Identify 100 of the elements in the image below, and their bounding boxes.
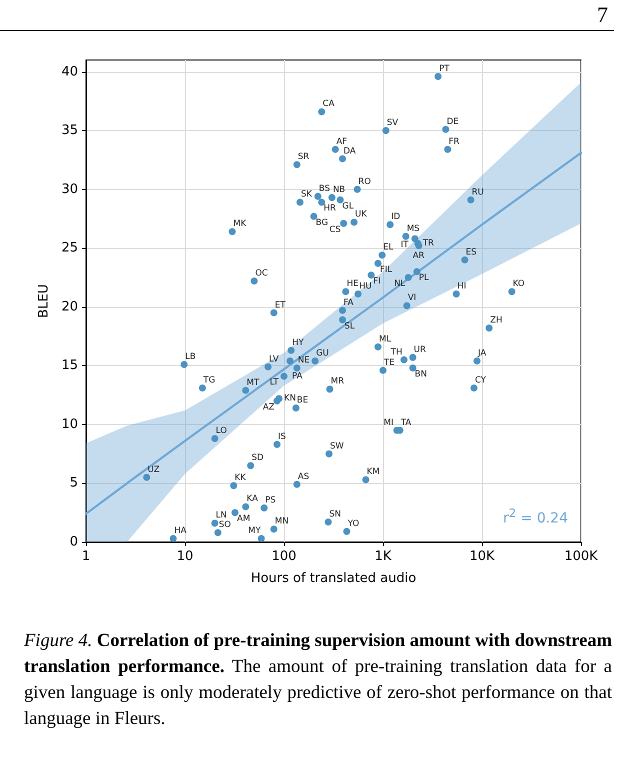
annotation: HI <box>457 281 466 292</box>
annotation: LN <box>216 510 227 521</box>
annotation: PS <box>265 495 276 506</box>
annotation: CY <box>474 375 487 386</box>
x-axis-title: Hours of translated audio <box>250 571 416 586</box>
annotation: PL <box>418 273 430 284</box>
annotation: FR <box>448 136 460 147</box>
annotation: MT <box>246 378 260 388</box>
annotation: TR <box>422 238 434 248</box>
annotation: MI <box>384 418 394 428</box>
annotation: AZ <box>262 402 275 412</box>
annotation: TG <box>202 375 216 386</box>
annotation: IT <box>400 240 410 250</box>
x-tick-label: 100K <box>564 549 598 564</box>
annotation: NL <box>394 278 406 289</box>
annotation: r$^{2}$ = 0.24 <box>503 506 568 527</box>
y-axis-title: BLEU <box>36 284 52 318</box>
annotation: TH <box>390 347 402 358</box>
annotation: SR <box>298 152 310 162</box>
annotation: RO <box>358 176 372 187</box>
annotation: SW <box>330 441 344 452</box>
y-tick-label: 5 <box>70 476 78 491</box>
annotation: MY <box>248 526 262 536</box>
annotation: SL <box>344 321 355 332</box>
annotation: ML <box>378 334 392 344</box>
x-tick-label: 1K <box>374 549 392 564</box>
annotation: FIL <box>380 264 392 275</box>
annotation: JA <box>476 348 486 358</box>
annotation: CA <box>322 99 335 110</box>
y-tick-label: 25 <box>61 240 78 256</box>
annotation: HY <box>292 338 305 348</box>
annotation: HU <box>359 281 372 292</box>
annotation: DA <box>344 146 356 156</box>
y-tick-label: 20 <box>61 299 78 314</box>
annotation: AS <box>298 472 310 482</box>
annotation: LO <box>216 426 228 436</box>
annotation: GU <box>316 348 329 358</box>
annotation: BN <box>414 370 428 380</box>
y-tick-label: 40 <box>61 64 78 80</box>
annotation: NE <box>298 356 310 366</box>
annotation: BS <box>318 184 330 194</box>
annotation: BG <box>316 218 328 228</box>
annotation: HR <box>324 204 336 214</box>
annotation: TE <box>383 358 395 368</box>
annotation: MN <box>274 516 289 527</box>
annotation: ID <box>391 212 401 222</box>
annotation: ET <box>274 300 286 310</box>
annotation: KA <box>246 494 258 504</box>
annotation: TA <box>400 418 412 428</box>
annotation: UR <box>414 344 426 355</box>
annotation: MS <box>406 224 420 234</box>
annotation: RU <box>472 187 484 198</box>
x-tick-label: 1 <box>82 549 90 564</box>
annotation: FI <box>373 276 381 287</box>
caption: Figure 4. Correlation of pre-training supervision amount with downstream translation performance. The amount of pre-training translation data for a given language is only moderately predictive of zero-shot performance on that language in Fleurs. <box>24 630 612 731</box>
annotation: MK <box>233 219 247 230</box>
annotation: SV <box>386 118 398 128</box>
annotation: SN <box>329 510 342 520</box>
annotation: UK <box>355 210 368 220</box>
annotation: AR <box>412 251 425 262</box>
annotation: PA <box>292 371 303 382</box>
y-tick-label: 0 <box>70 534 78 550</box>
y-tick-label: 35 <box>61 123 78 138</box>
annotation: GL <box>342 201 354 212</box>
annotation: ES <box>466 247 477 258</box>
annotation: HA <box>174 526 187 536</box>
annotation: PT <box>439 64 450 74</box>
y-tick-label: 10 <box>61 416 78 432</box>
annotation: NB <box>332 185 346 196</box>
annotation: FA <box>344 298 354 308</box>
annotation: HE <box>346 279 358 290</box>
annotation: AF <box>336 136 348 147</box>
annotation: EL <box>383 242 394 253</box>
annotation: IS <box>278 432 286 442</box>
annotation: LT <box>270 378 280 388</box>
annotation: ZH <box>490 316 502 326</box>
x-tick-label: 10K <box>469 549 496 564</box>
annotation: DE <box>446 116 459 127</box>
x-tick-label: 10 <box>176 549 194 564</box>
x-tick-label: 100 <box>272 549 296 564</box>
annotation: MR <box>330 376 344 387</box>
annotation: KM <box>366 467 380 478</box>
annotation: AM <box>237 514 250 524</box>
annotation: KN <box>284 394 296 404</box>
y-tick-label: 15 <box>61 358 78 374</box>
annotation: KO <box>512 279 525 290</box>
annotation: SK <box>300 190 312 200</box>
annotation: KK <box>234 473 246 484</box>
annotation: LV <box>269 354 279 364</box>
annotation: SD <box>252 453 264 464</box>
annotation: CS <box>329 224 341 235</box>
annotation: UZ <box>148 464 160 475</box>
annotation: VI <box>408 293 416 304</box>
annotation: BE <box>296 395 308 406</box>
y-tick-label: 30 <box>61 182 78 197</box>
annotation: OC <box>255 268 268 279</box>
annotation: SO <box>218 520 232 530</box>
annotation: YO <box>346 518 360 529</box>
text: 7 <box>597 2 608 28</box>
annotation: LB <box>185 352 196 362</box>
